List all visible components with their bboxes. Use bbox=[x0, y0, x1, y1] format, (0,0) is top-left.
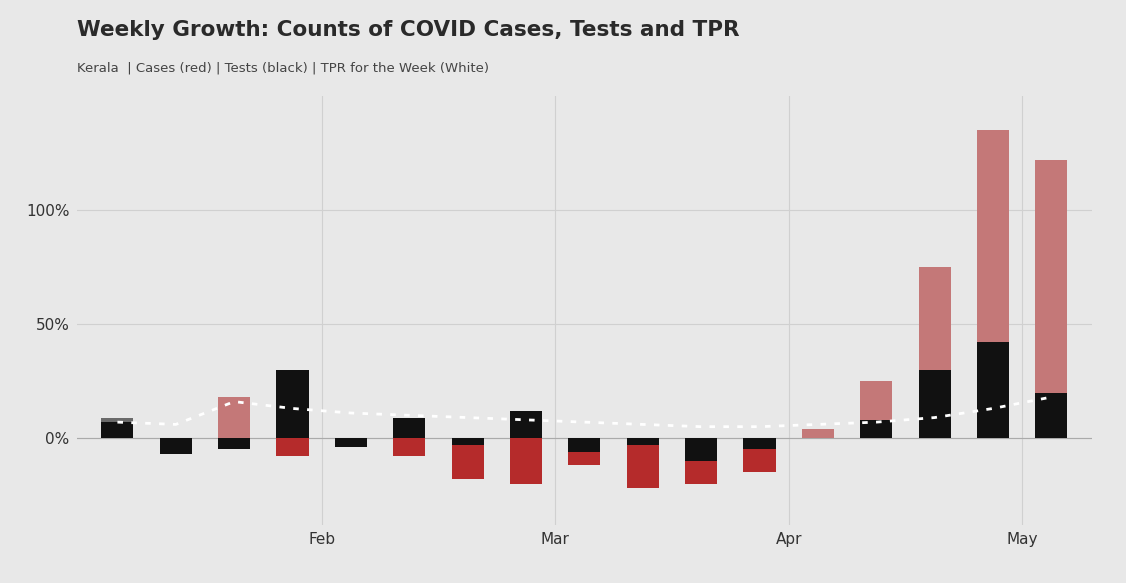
Bar bbox=[510, 438, 542, 484]
Bar bbox=[1035, 160, 1067, 438]
Bar bbox=[685, 438, 717, 461]
Bar bbox=[860, 381, 892, 438]
Bar bbox=[393, 417, 426, 438]
Bar bbox=[452, 438, 484, 445]
Bar bbox=[101, 417, 134, 422]
Bar bbox=[977, 342, 1009, 438]
Bar bbox=[743, 438, 776, 449]
Bar bbox=[627, 438, 659, 445]
Bar bbox=[277, 370, 309, 438]
Bar bbox=[334, 438, 367, 442]
Bar bbox=[977, 131, 1009, 438]
Bar bbox=[101, 422, 134, 438]
Bar bbox=[218, 397, 250, 438]
Bar bbox=[685, 438, 717, 484]
Bar bbox=[218, 438, 250, 449]
Bar bbox=[860, 420, 892, 438]
Bar bbox=[393, 438, 426, 456]
Text: Weekly Growth: Counts of COVID Cases, Tests and TPR: Weekly Growth: Counts of COVID Cases, Te… bbox=[77, 20, 739, 40]
Bar bbox=[101, 422, 134, 438]
Bar bbox=[277, 438, 309, 456]
Bar bbox=[919, 267, 950, 438]
Bar bbox=[569, 438, 600, 465]
Bar bbox=[160, 438, 191, 454]
Bar bbox=[452, 438, 484, 479]
Bar bbox=[510, 411, 542, 438]
Bar bbox=[919, 370, 950, 438]
Text: Kerala  | Cases (red) | Tests (black) | TPR for the Week (White): Kerala | Cases (red) | Tests (black) | T… bbox=[77, 61, 489, 74]
Bar bbox=[569, 438, 600, 452]
Bar bbox=[802, 429, 834, 438]
Bar bbox=[160, 438, 191, 454]
Bar bbox=[334, 438, 367, 447]
Bar bbox=[1035, 392, 1067, 438]
Bar bbox=[743, 438, 776, 472]
Bar bbox=[627, 438, 659, 488]
